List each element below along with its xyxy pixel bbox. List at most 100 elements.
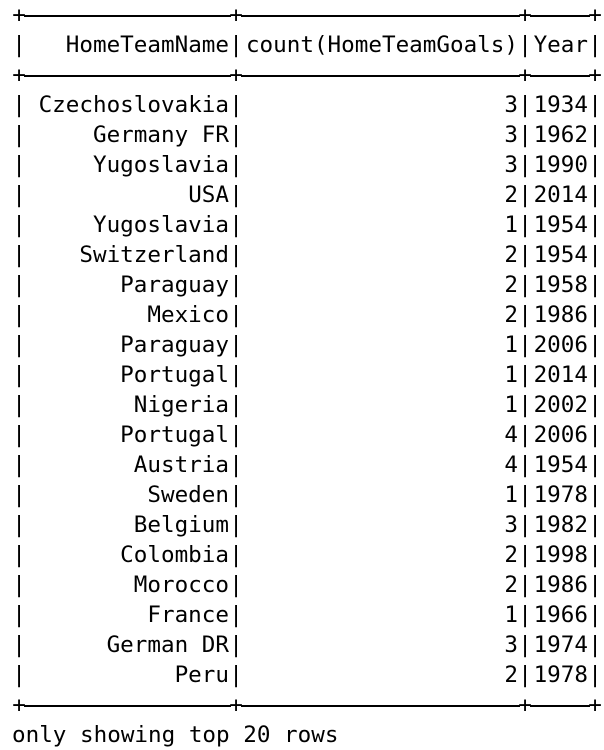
column-divider: | [229, 602, 243, 628]
cell-hometeamname: Nigeria [133, 392, 229, 418]
column-divider: | [518, 212, 532, 238]
column-divider: | [518, 512, 532, 538]
cell-hometeamname: Mexico [147, 302, 229, 328]
column-divider: | [12, 512, 26, 538]
table-row: | Switzerland | 2 | 1954 | [12, 240, 602, 270]
column-divider: | [518, 272, 532, 298]
border-corner: + [229, 62, 243, 88]
table-row: | Yugoslavia | 3 | 1990 | [12, 150, 602, 180]
column-divider: | [229, 272, 243, 298]
cell-count-hometeamgoals: 1 [504, 362, 518, 388]
column-divider: | [12, 332, 26, 358]
cell-hometeamname: Colombia [120, 542, 229, 568]
table-row: | Paraguay | 2 | 1958 | [12, 270, 602, 300]
column-divider: | [229, 392, 243, 418]
cell-year: 1958 [533, 272, 588, 298]
table-row: | USA | 2 | 2014 | [12, 180, 602, 210]
table-row: | Nigeria | 1 | 2002 | [12, 390, 602, 420]
column-divider: | [518, 602, 532, 628]
table-header-row: | HomeTeamName | count(HomeTeamGoals) | … [12, 30, 602, 60]
column-divider: | [229, 452, 243, 478]
cell-hometeamname: Paraguay [120, 272, 229, 298]
cell-count-hometeamgoals: 3 [504, 122, 518, 148]
column-divider: | [518, 422, 532, 448]
column-divider: | [229, 512, 243, 538]
column-divider: | [12, 182, 26, 208]
table-row: | Peru | 2 | 1978 | [12, 660, 602, 690]
border-line [241, 75, 520, 77]
border-corner: + [12, 2, 26, 28]
column-divider: | [518, 242, 532, 268]
cell-count-hometeamgoals: 1 [504, 392, 518, 418]
column-divider: | [12, 152, 26, 178]
table-row: | Sweden | 1 | 1978 | [12, 480, 602, 510]
column-divider: | [229, 632, 243, 658]
cell-year: 1982 [533, 512, 588, 538]
cell-hometeamname: Austria [133, 452, 229, 478]
footer-text: only showing top 20 rows [12, 722, 339, 748]
cell-hometeamname: France [147, 602, 229, 628]
cell-count-hometeamgoals: 2 [504, 272, 518, 298]
cell-year: 2006 [533, 332, 588, 358]
cell-year: 2002 [533, 392, 588, 418]
cell-year: 1954 [533, 242, 588, 268]
column-divider: | [12, 602, 26, 628]
column-divider: | [588, 452, 602, 478]
column-divider: | [518, 32, 532, 58]
column-divider: | [229, 152, 243, 178]
cell-year: 2014 [533, 362, 588, 388]
table-border-top: + + + + [12, 0, 602, 30]
border-line [241, 15, 520, 17]
table-row: | Paraguay | 1 | 2006 | [12, 330, 602, 360]
column-divider: | [12, 482, 26, 508]
column-divider: | [588, 602, 602, 628]
cell-count-hometeamgoals: 2 [504, 542, 518, 568]
cell-year: 1974 [533, 632, 588, 658]
column-divider: | [229, 182, 243, 208]
column-divider: | [588, 632, 602, 658]
cell-hometeamname: Yugoslavia [92, 212, 229, 238]
column-divider: | [588, 242, 602, 268]
column-divider: | [518, 452, 532, 478]
column-divider: | [588, 542, 602, 568]
cell-count-hometeamgoals: 3 [504, 152, 518, 178]
cell-hometeamname: Peru [174, 662, 229, 688]
column-divider: | [518, 482, 532, 508]
cell-count-hometeamgoals: 2 [504, 242, 518, 268]
table-row: | Belgium | 3 | 1982 | [12, 510, 602, 540]
column-divider: | [229, 662, 243, 688]
cell-year: 1998 [533, 542, 588, 568]
column-divider: | [229, 92, 243, 118]
table-body: | Czechoslovakia | 3 | 1934 | | Germany FR | 3 | 196… [12, 90, 602, 690]
cell-year: 2014 [533, 182, 588, 208]
column-divider: | [588, 392, 602, 418]
column-divider: | [588, 662, 602, 688]
column-divider: | [229, 32, 243, 58]
table-row: | Yugoslavia | 1 | 1954 | [12, 210, 602, 240]
table-row: | France | 1 | 1966 | [12, 600, 602, 630]
border-corner: + [588, 692, 602, 718]
column-divider: | [588, 332, 602, 358]
column-divider: | [588, 32, 602, 58]
cell-year: 1990 [533, 152, 588, 178]
cell-hometeamname: Germany FR [92, 122, 229, 148]
cell-count-hometeamgoals: 1 [504, 602, 518, 628]
cell-year: 1966 [533, 602, 588, 628]
column-divider: | [12, 662, 26, 688]
column-divider: | [12, 452, 26, 478]
column-divider: | [518, 182, 532, 208]
cell-hometeamname: Morocco [133, 572, 229, 598]
column-divider: | [588, 272, 602, 298]
border-corner: + [588, 62, 602, 88]
cell-count-hometeamgoals: 2 [504, 182, 518, 208]
column-divider: | [588, 422, 602, 448]
border-line [24, 15, 231, 17]
table-row: | Portugal | 1 | 2014 | [12, 360, 602, 390]
column-divider: | [588, 572, 602, 598]
column-divider: | [518, 122, 532, 148]
table-row: | Austria | 4 | 1954 | [12, 450, 602, 480]
column-divider: | [588, 122, 602, 148]
column-divider: | [229, 122, 243, 148]
table-row: | Czechoslovakia | 3 | 1934 | [12, 90, 602, 120]
cell-year: 1986 [533, 572, 588, 598]
